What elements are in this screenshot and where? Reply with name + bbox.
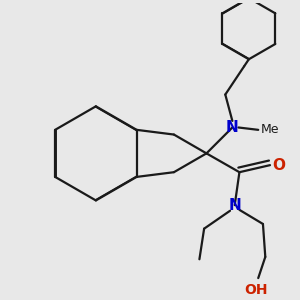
- Text: N: N: [228, 198, 241, 213]
- Text: N: N: [226, 120, 239, 135]
- Text: Me: Me: [261, 123, 279, 136]
- Text: O: O: [272, 158, 285, 172]
- Text: OH: OH: [244, 283, 268, 297]
